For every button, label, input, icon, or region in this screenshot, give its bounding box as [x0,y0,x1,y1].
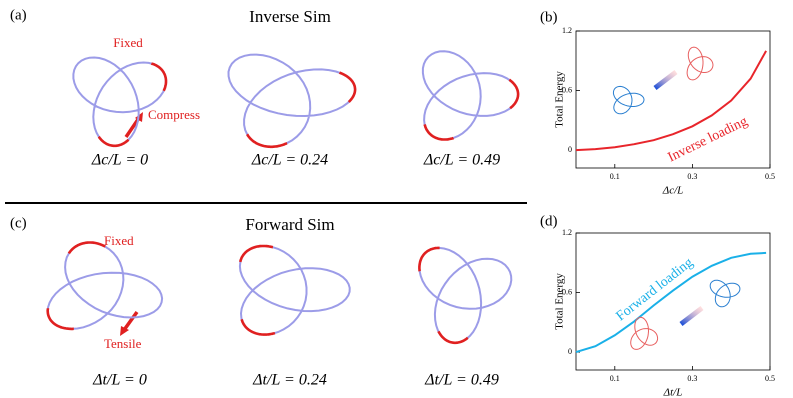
panel-label: (d) [540,213,558,229]
caption: Δc/L = 0.24 [251,152,328,169]
knot [72,56,167,147]
inset-arrow [653,70,678,90]
knot [686,46,714,81]
x-tick-label: 0.5 [765,374,775,383]
knot [709,279,741,308]
x-tick-label: 0.3 [687,172,697,181]
x-axis-label: Δc/L [662,185,684,197]
fixed-end [508,78,520,110]
x-tick-label: 0.5 [765,172,775,181]
inset-arrow [679,306,704,326]
y-tick-label: 0 [568,347,572,356]
knot [238,244,351,336]
fixed-end [437,330,469,345]
panel-label: (c) [10,215,27,231]
fixed-end [97,135,130,148]
y-tick-label: 1.2 [562,26,572,35]
y-axis-label: Total Energy [554,273,566,330]
knot [418,246,513,344]
y-tick-label: 1.2 [562,228,572,237]
x-axis-label: Δt/L [663,387,683,398]
x-tick-label: 0.3 [687,374,697,383]
knot [46,241,164,330]
caption: Δt/L = 0.24 [252,372,327,389]
line [575,50,767,152]
annotation: Compress [148,107,200,122]
x-tick-label: 0.1 [610,374,620,383]
plot-frame [575,30,771,169]
panel-label: (a) [10,7,27,23]
fixed-end [239,244,274,263]
fixed-end [240,318,276,336]
arrow-head [120,326,129,336]
annotation: Inverse loading [666,114,751,165]
annotation: Tensile [104,336,142,351]
x-tick-label: 0.1 [610,172,620,181]
annotation: Fixed [113,35,143,50]
fixed-end [67,241,106,254]
fixed-end [338,71,357,103]
y-tick-label: 0.6 [562,85,572,94]
panel-label: (b) [540,9,558,25]
panel-title: Inverse Sim [249,7,331,26]
knot [630,316,659,350]
plot-frame [575,232,771,371]
fixed-end [150,62,168,92]
knot [227,53,357,148]
annotation: Forward loading [614,255,696,324]
line [575,251,767,354]
knot [421,50,520,141]
panel-title: Forward Sim [245,215,334,234]
caption: Δt/L = 0 [92,372,147,389]
y-axis-label: Total Energy [554,71,566,128]
annotation: Fixed [104,233,134,248]
y-tick-label: 0.6 [562,287,572,296]
fixed-end [423,124,455,141]
caption: Δc/L = 0.49 [423,152,500,169]
y-tick-label: 0 [568,145,572,154]
caption: Δt/L = 0.49 [424,372,499,389]
arrow [122,310,139,332]
knot [612,85,645,115]
fixed-end [46,308,74,331]
fixed-end [418,246,440,272]
fixed-end [246,133,288,149]
caption: Δc/L = 0 [91,152,148,169]
